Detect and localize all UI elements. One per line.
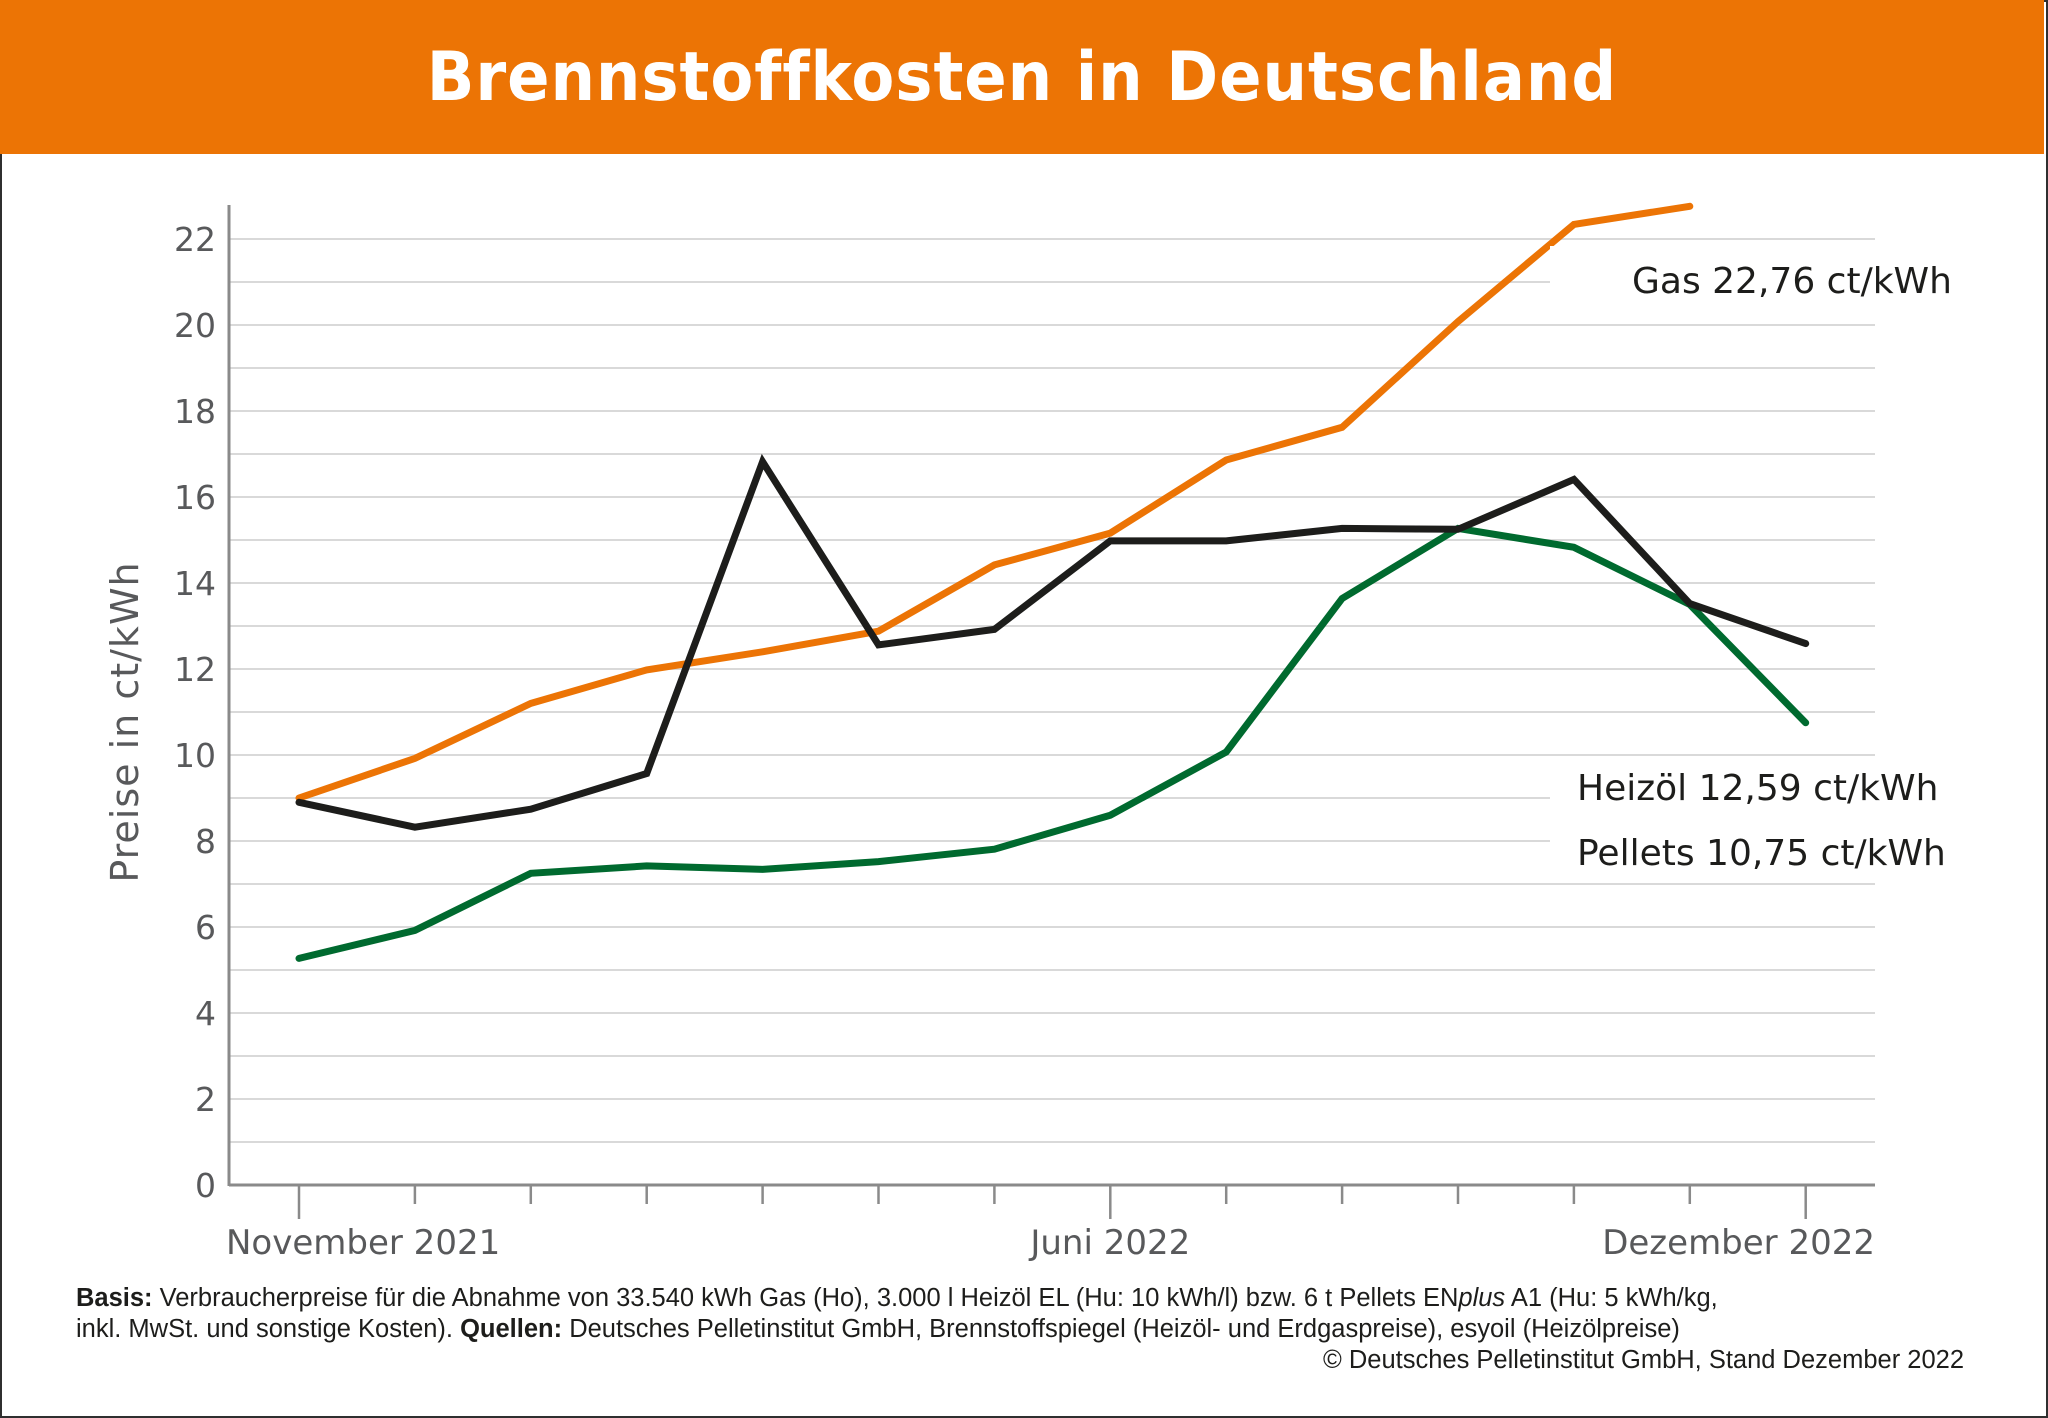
y-tick-label: 14 <box>174 564 216 603</box>
series-label-name: Gas <box>1632 261 1712 302</box>
series-label-pellets: Pellets 10,75 ct/kWh <box>1577 833 1946 874</box>
basis-text-cont: A1 (Hu: 5 kWh/kg, <box>1505 1284 1718 1312</box>
label-background <box>1550 246 1880 312</box>
series-label-unit: ct/kWh <box>1821 833 1946 874</box>
series-label-unit: ct/kWh <box>1827 261 1952 302</box>
y-tick-label: 20 <box>174 306 216 345</box>
y-tick-label: 12 <box>174 650 216 689</box>
series-label-value: 10,75 <box>1706 833 1821 874</box>
x-tick-label: November 2021 <box>226 1223 500 1263</box>
basis-label: Basis: <box>76 1284 153 1312</box>
y-axis-title: Preise in ct/kWh <box>103 561 147 882</box>
axes <box>227 205 1875 1187</box>
y-tick-label: 22 <box>174 220 216 259</box>
label-background <box>1550 758 1880 810</box>
y-tick-label: 2 <box>195 1080 216 1119</box>
y-tick-label: 6 <box>195 908 216 947</box>
footnote-line-1: Basis: Verbraucherpreise für die Abnahme… <box>76 1283 1964 1314</box>
footnote-line-2: inkl. MwSt. und sonstige Kosten). Quelle… <box>76 1314 1964 1345</box>
y-axis-ticks: 0 2 4 6 8 10 12 14 16 18 20 22 <box>174 220 216 1205</box>
chart-title: Brennstoffkosten in Deutschland <box>426 37 1618 117</box>
x-axis-ticks: November 2021 Juni 2022 Dezember 2022 <box>226 1185 1875 1263</box>
title-banner: Brennstoffkosten in Deutschland <box>0 0 2044 154</box>
series-line-pellets <box>295 524 1810 962</box>
series-label-value: 12,59 <box>1699 768 1814 809</box>
x-tick-label: Juni 2022 <box>1028 1223 1190 1263</box>
series-lines <box>295 202 1810 962</box>
label-background <box>1550 820 1880 880</box>
basis-text: Verbraucherpreise für die Abnahme von 33… <box>152 1284 1459 1312</box>
series-label-heizoel: Heizöl 12,59 ct/kWh <box>1577 768 1938 809</box>
copyright: © Deutsches Pelletinstitut GmbH, Stand D… <box>1322 1346 1964 1374</box>
series-label-name: Heizöl <box>1577 768 1699 809</box>
x-tick-label: Dezember 2022 <box>1602 1223 1875 1263</box>
y-tick-label: 18 <box>174 392 216 431</box>
basis-text-end: inkl. MwSt. und sonstige Kosten). <box>76 1315 461 1343</box>
series-label-value: 22,76 <box>1712 261 1827 302</box>
y-tick-label: 10 <box>174 736 216 775</box>
footnote: Basis: Verbraucherpreise für die Abnahme… <box>76 1283 1964 1376</box>
y-tick-label: 4 <box>195 994 216 1033</box>
series-line-heizoel <box>295 453 1810 831</box>
sources-text: Deutsches Pelletinstitut GmbH, Brennstof… <box>562 1315 1680 1343</box>
y-tick-label: 0 <box>195 1166 216 1205</box>
y-tick-label: 8 <box>195 822 216 861</box>
series-line-gas <box>295 202 1694 802</box>
series-label-unit: ct/kWh <box>1813 768 1938 809</box>
basis-plus: plus <box>1458 1284 1506 1312</box>
y-tick-label: 16 <box>174 478 216 517</box>
series-label-name: Pellets <box>1577 833 1706 874</box>
sources-label: Quellen: <box>460 1315 563 1343</box>
series-label-gas: Gas 22,76 ct/kWh <box>1632 261 1952 302</box>
gridlines <box>229 238 1875 1143</box>
